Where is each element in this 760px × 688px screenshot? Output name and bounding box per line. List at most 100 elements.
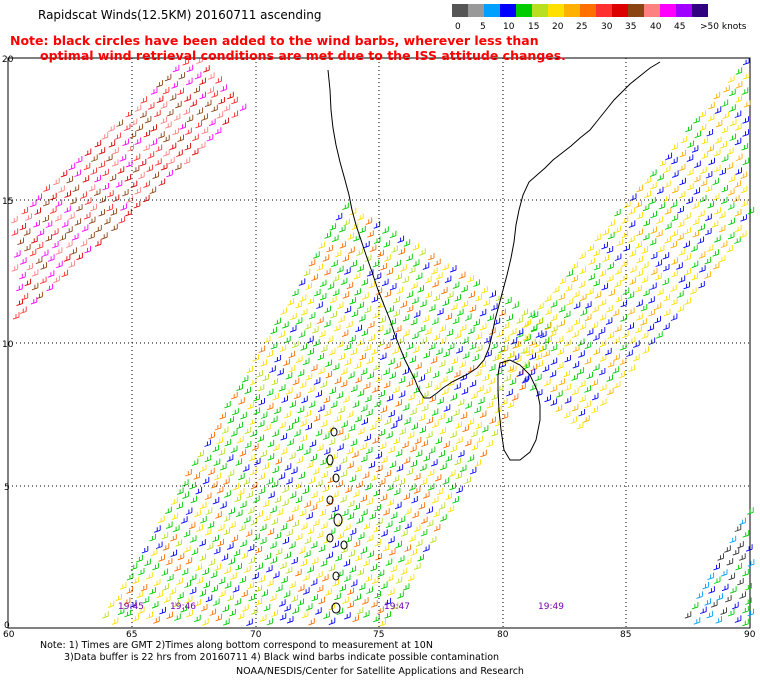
wind-barb [231, 96, 238, 105]
wind-barb [263, 513, 271, 522]
wind-barb [359, 353, 366, 361]
wind-barb [151, 601, 159, 609]
wind-barb [40, 262, 47, 270]
wind-barb [272, 429, 279, 438]
wind-barb [522, 333, 530, 341]
wind-barb [274, 355, 281, 363]
wind-barb [627, 322, 634, 330]
wind-barb [68, 212, 75, 220]
scale-swatch [468, 4, 484, 17]
wind-barb [721, 583, 729, 592]
wind-barb [325, 588, 332, 596]
wind-barb [93, 188, 101, 197]
wind-barb [379, 352, 387, 361]
wind-barb [200, 516, 207, 524]
wind-barb [579, 251, 586, 260]
wind-barb [372, 385, 379, 393]
wind-barb [172, 64, 180, 73]
wind-barb [607, 262, 614, 270]
wind-barb [323, 611, 330, 620]
wind-barb [239, 576, 247, 584]
wind-barb [745, 544, 753, 552]
wind-barb [357, 568, 364, 576]
wind-barb [271, 517, 279, 526]
wind-barb [439, 426, 447, 435]
wind-barb [390, 511, 398, 520]
wind-barb [369, 244, 377, 253]
scale-label: 0 [455, 22, 461, 32]
wind-barb [342, 254, 349, 263]
wind-barb [439, 324, 446, 333]
wind-barb [476, 435, 484, 444]
wind-barb [383, 341, 391, 350]
wind-barb [663, 322, 670, 331]
wind-barb [326, 551, 333, 560]
wind-barb [720, 141, 727, 149]
wind-barb [267, 439, 275, 448]
wind-barb [105, 154, 113, 162]
wind-barb [134, 104, 142, 112]
wind-barb [471, 391, 478, 400]
wind-barb [243, 477, 250, 486]
wind-barb [338, 225, 346, 233]
wind-barb [588, 257, 595, 266]
wind-barb [406, 468, 413, 476]
wind-barb [704, 228, 712, 236]
wind-barb [322, 432, 330, 440]
wind-barb [306, 512, 313, 520]
wind-barb [485, 349, 492, 358]
wind-barb [572, 290, 580, 298]
wind-barb [742, 569, 749, 577]
wind-barb [721, 154, 729, 163]
wind-barb [350, 347, 357, 356]
wind-barb [282, 485, 289, 493]
wind-barb [316, 531, 324, 539]
wind-barb [619, 343, 627, 351]
wind-barb [739, 230, 747, 239]
wind-barb [305, 373, 313, 381]
wind-barb [132, 614, 139, 622]
wind-barb [380, 455, 388, 464]
wind-barb [451, 356, 459, 365]
wind-barb [333, 464, 341, 473]
wind-barb [312, 519, 320, 527]
wind-barb [516, 316, 524, 324]
wind-barb [434, 474, 442, 482]
wind-barb [204, 99, 212, 108]
wind-barb [606, 246, 614, 254]
wind-barb [727, 75, 735, 83]
wind-barb [516, 369, 524, 377]
wind-barb [578, 409, 586, 417]
wind-barb [671, 270, 678, 278]
wind-barb [361, 278, 369, 286]
wind-barb [402, 403, 410, 411]
wind-barb [132, 576, 140, 585]
wind-barb [350, 259, 358, 268]
wind-barb [550, 300, 558, 308]
wind-barb [592, 333, 600, 341]
wind-barb [739, 517, 746, 526]
wind-barb [313, 288, 321, 297]
wind-barb [234, 598, 242, 606]
wind-barb [422, 544, 430, 553]
wind-barb [185, 595, 193, 604]
wind-barb [410, 444, 417, 453]
wind-barb [224, 490, 231, 498]
wind-barb [440, 286, 448, 295]
wind-barb [344, 343, 351, 351]
wind-barb [397, 591, 404, 599]
wind-barb [84, 197, 92, 205]
wind-barb [117, 166, 125, 174]
wind-barb [424, 327, 432, 336]
wind-barb [176, 501, 184, 510]
wind-barb [299, 294, 307, 302]
wind-barb [747, 206, 755, 215]
wind-barb [415, 539, 423, 547]
wind-barb [607, 360, 615, 368]
wind-barb [378, 429, 386, 437]
wind-barb [319, 292, 327, 301]
wind-barb [374, 272, 382, 280]
wind-barb [417, 554, 424, 562]
wind-barb [88, 216, 96, 225]
wind-barb [504, 374, 511, 382]
